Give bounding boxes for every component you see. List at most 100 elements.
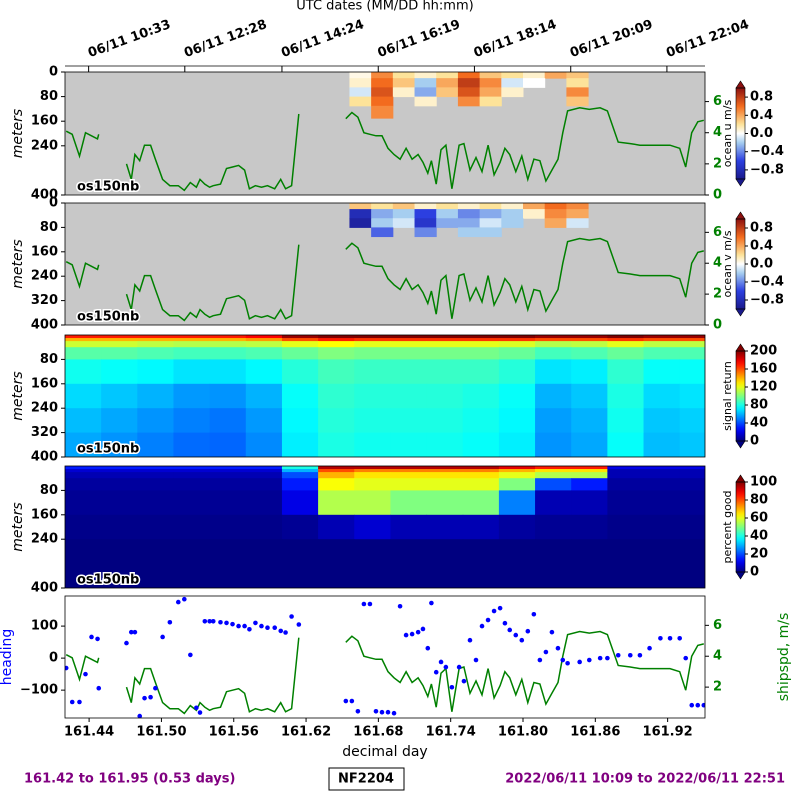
heat-cell (65, 563, 102, 588)
heat-cell (392, 72, 416, 79)
x-tick-label: 161.62 (281, 725, 331, 740)
heat-cell (643, 338, 681, 342)
heat-cell (65, 338, 102, 342)
heat-cell (281, 335, 319, 339)
heading-point (658, 635, 663, 641)
heading-point (137, 713, 143, 718)
heat-cell (318, 490, 355, 516)
heading-point (132, 629, 138, 635)
colorbar-tick-label: 0.8 (750, 221, 773, 236)
heat-cell (137, 359, 174, 385)
y2-tick-label: 2 (713, 287, 722, 302)
heat-cell (209, 490, 247, 516)
heat-cell (245, 383, 283, 409)
heading-point (701, 702, 705, 708)
heat-cell (318, 347, 355, 360)
heat-cell (571, 338, 608, 342)
heat-cell (571, 359, 608, 385)
heat-cell (371, 209, 394, 219)
heat-cell (209, 338, 247, 342)
heat-cell (101, 335, 138, 339)
frame (64, 71, 706, 196)
heading-point (278, 628, 284, 634)
colorbar-extend-top (735, 80, 746, 89)
heat-cell (414, 78, 437, 88)
heat-cell (390, 347, 428, 360)
heat-cell (643, 383, 681, 409)
heat-cell (65, 514, 102, 540)
heat-cell (679, 472, 705, 479)
heat-cell (566, 72, 589, 79)
speed-line (65, 237, 704, 322)
x-tick-label: 161.80 (498, 725, 548, 740)
heading-point (429, 600, 434, 606)
heat-cell (607, 490, 645, 516)
colorbar-tick-label: −0.8 (750, 293, 784, 308)
heat-cell (571, 347, 608, 360)
heat-cell (390, 408, 428, 434)
heat-cell (209, 359, 247, 385)
heat-cell (462, 539, 500, 565)
heat-cell (209, 514, 247, 540)
heat-cell (544, 209, 567, 219)
heat-cell (354, 432, 391, 457)
heading-point (153, 685, 158, 691)
heat-cell (426, 335, 464, 339)
colorbar-extend-top (735, 474, 746, 483)
x-tick-label: 161.50 (136, 725, 186, 740)
heat-cell (607, 341, 645, 348)
heading-point (367, 601, 373, 607)
heat-cell (414, 203, 437, 210)
heading-point (491, 608, 497, 614)
heat-cell (498, 335, 536, 339)
heat-cell (245, 472, 283, 479)
heat-cell (318, 341, 355, 348)
heat-cell (414, 72, 437, 79)
heat-cell (544, 218, 567, 228)
y-label: meters (10, 109, 26, 158)
heat-cell (101, 469, 138, 473)
heat-cell (371, 227, 394, 238)
colorbar-tick-label: 0.8 (750, 90, 773, 105)
heading-point (397, 603, 403, 609)
heat-cell (571, 383, 608, 409)
heat-cell (101, 432, 138, 457)
frame (64, 334, 706, 458)
heat-cell (462, 472, 500, 479)
heat-cell (209, 466, 247, 470)
colorbar-tick-label: 120 (750, 380, 777, 395)
heat-cell (245, 432, 283, 457)
heat-cell (371, 78, 394, 88)
heat-cell (209, 383, 247, 409)
colorbar-extend-bottom (735, 178, 746, 187)
heat-cell (354, 335, 391, 339)
heading-point (560, 657, 566, 663)
heat-cell (501, 203, 524, 210)
plot-area (65, 466, 705, 588)
heading-point (409, 631, 415, 637)
heat-cell (566, 87, 589, 98)
heat-cell (426, 539, 464, 565)
heat-cell (571, 472, 608, 479)
heat-cell (349, 87, 372, 98)
colorbar-label: signal return (721, 361, 734, 431)
x-tick-label: 161.74 (426, 725, 476, 740)
y-tick-label: 0 (49, 65, 58, 80)
heat-cell (173, 472, 211, 479)
heat-cell (498, 469, 536, 473)
heat-cell (209, 472, 247, 479)
heat-cell (392, 218, 416, 228)
heat-cell (643, 478, 681, 491)
heat-cell (65, 432, 102, 457)
heat-cell (349, 78, 372, 88)
heat-cell (392, 87, 416, 98)
heat-cell (209, 347, 247, 360)
heat-cell (535, 563, 572, 588)
heat-cell (173, 466, 211, 470)
heat-cell (643, 539, 681, 565)
y-tick-label: 0 (49, 651, 58, 666)
heat-cell (318, 472, 355, 479)
heading-point (253, 620, 258, 626)
heat-cell (318, 383, 355, 409)
heat-cell (390, 490, 428, 516)
